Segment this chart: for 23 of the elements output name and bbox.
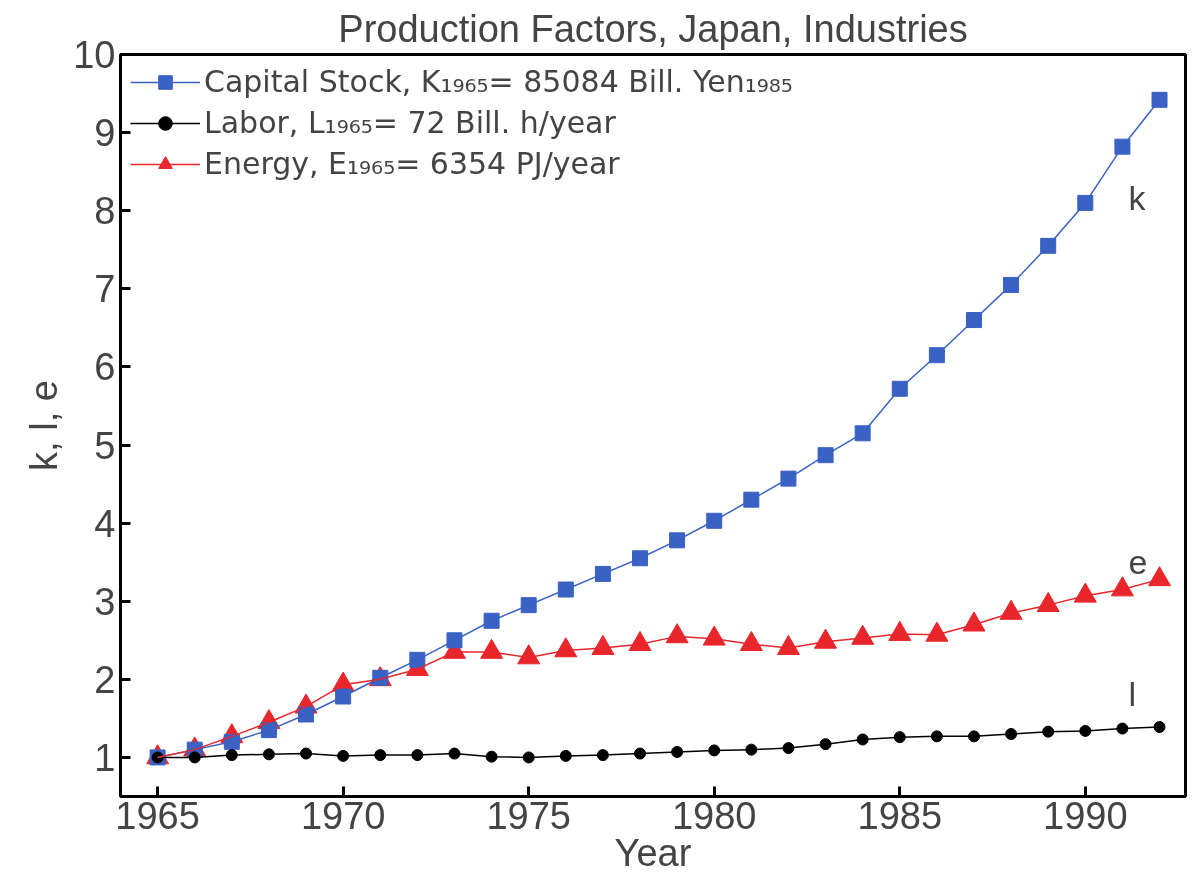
- y-tick-label: 9: [94, 112, 116, 155]
- x-tick-label: 1985: [857, 794, 943, 837]
- y-tick-label: 7: [94, 268, 116, 311]
- legend-label: Energy, E₁₉₆₅= 6354 PJ/year: [204, 146, 620, 181]
- x-tick-label: 1965: [115, 794, 200, 837]
- annotation: e: [1128, 542, 1148, 581]
- legend-label: Capital Stock, K₁₉₆₅= 85084 Bill. Yen₁₉₈₅: [204, 64, 793, 99]
- y-axis-title: k, l, e: [23, 380, 66, 471]
- x-tick-label: 1990: [1043, 794, 1128, 837]
- x-tick-label: 1975: [486, 794, 571, 837]
- annotation: l: [1128, 674, 1136, 713]
- chart-title: Production Factors, Japan, Industries: [338, 7, 968, 50]
- y-tick-label: 4: [94, 502, 116, 545]
- x-tick-label: 1970: [300, 794, 386, 837]
- y-tick-label: 3: [94, 580, 116, 623]
- y-tick-label: 6: [94, 346, 116, 389]
- y-tick-label: 10: [73, 34, 116, 76]
- y-tick-label: 1: [94, 736, 116, 779]
- annotation: k: [1128, 178, 1147, 217]
- y-tick-label: 2: [94, 658, 116, 701]
- legend-label: Labor, L₁₉₆₅= 72 Bill. h/year: [204, 105, 616, 140]
- y-tick-label: 8: [94, 190, 116, 233]
- y-tick-label: 5: [94, 424, 116, 467]
